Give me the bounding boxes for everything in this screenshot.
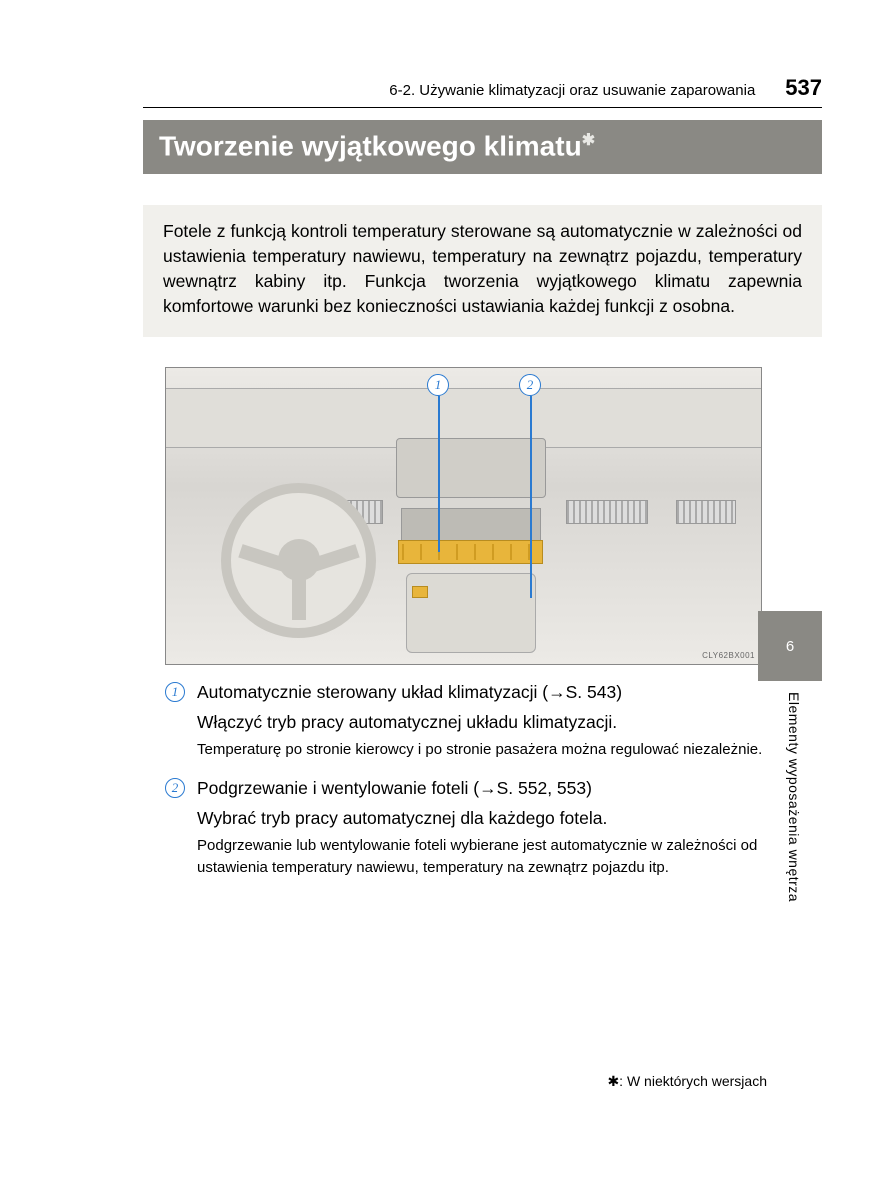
seat-heater-button-highlight — [412, 586, 428, 598]
description-item: 2 Podgrzewanie i wentylowanie foteli (→S.… — [165, 775, 812, 885]
dashboard-diagram: 1 2 CLY62BX001 — [165, 367, 762, 665]
diagram-image-code: CLY62BX001 — [702, 651, 755, 660]
steering-wheel — [221, 483, 376, 638]
item-body: Automatycznie sterowany układ klimatyzac… — [197, 679, 812, 767]
air-vent-right — [566, 500, 648, 524]
chapter-tab: 6 — [758, 611, 822, 681]
manual-page: 6-2. Używanie klimatyzacji oraz usuwanie… — [0, 0, 877, 1200]
callout-marker-2: 2 — [519, 374, 541, 396]
page-header: 6-2. Używanie klimatyzacji oraz usuwanie… — [143, 75, 822, 108]
item-instruction: Wybrać tryb pracy automatycznej dla każd… — [197, 805, 812, 831]
callout-line — [530, 396, 532, 598]
page-number: 537 — [785, 75, 822, 101]
item-body: Podgrzewanie i wentylowanie foteli (→S. … — [197, 775, 812, 885]
description-item: 1 Automatycznie sterowany układ klimatyza… — [165, 679, 812, 767]
footnote: ✱: W niektórych wersjach — [607, 1073, 767, 1090]
center-console — [406, 573, 536, 653]
center-display — [396, 438, 546, 498]
section-label: 6-2. Używanie klimatyzacji oraz usuwanie… — [389, 82, 755, 99]
item-title: Podgrzewanie i wentylowanie foteli (→S. … — [197, 775, 812, 801]
page-title-bar: Tworzenie wyjątkowego klimatu✱ — [143, 120, 822, 175]
chapter-side-label: Elementy wyposażenia wnętrza — [786, 692, 802, 902]
item-number-marker: 2 — [165, 778, 185, 798]
callout-descriptions: 1 Automatycznie sterowany układ klimatyza… — [165, 679, 812, 885]
wheel-spoke — [298, 544, 359, 576]
item-title: Automatycznie sterowany układ klimatyzac… — [197, 679, 812, 705]
page-title: Tworzenie wyjątkowego klimatu — [159, 130, 582, 161]
item-note: Podgrzewanie lub wentylowanie foteli wyb… — [197, 835, 812, 879]
item-number-marker: 1 — [165, 682, 185, 702]
air-vent-far-right — [676, 500, 736, 524]
item-note: Temperaturę po stronie kierowcy i po str… — [197, 739, 812, 761]
item-instruction: Włączyć tryb pracy automatycznej układu … — [197, 709, 812, 735]
wheel-spoke — [238, 544, 299, 576]
callout-line — [438, 396, 440, 552]
wheel-spoke — [292, 560, 306, 620]
climate-control-panel-highlight — [398, 540, 543, 564]
intro-summary-box: Fotele z funkcją kontroli temperatury st… — [143, 205, 822, 336]
title-footnote-marker: ✱ — [582, 132, 595, 149]
callout-marker-1: 1 — [427, 374, 449, 396]
